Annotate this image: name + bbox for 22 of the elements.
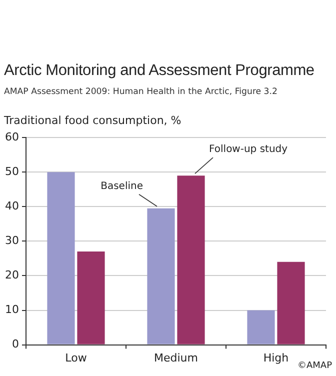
y-tick-label: 40: [4, 200, 19, 213]
bar: [277, 262, 305, 344]
text: Follow-up study: [209, 144, 288, 156]
bar: [77, 252, 105, 344]
y-tick-label: 20: [4, 268, 19, 282]
bar: [147, 208, 175, 344]
y-axis-title: Traditional food consumption, %: [4, 114, 182, 127]
chart-title: Arctic Monitoring and Assessment Programme: [4, 62, 314, 80]
series-label: Baseline: [100, 180, 143, 192]
bar: [47, 172, 75, 344]
y-tick-label: 50: [4, 164, 19, 178]
y-tick-label: 60: [4, 130, 19, 144]
bar: [177, 176, 205, 344]
bar: [247, 310, 275, 344]
y-tick-label: 10: [4, 303, 19, 316]
x-tick-label: High: [263, 351, 289, 364]
chart-subtitle: AMAP Assessment 2009: Human Health in the Arctic, Figure 3.2: [4, 87, 278, 97]
x-tick-label: Medium: [154, 351, 198, 364]
text: ©AMAP: [297, 361, 332, 371]
y-tick-label: 0: [12, 338, 19, 351]
x-tick-label: Low: [65, 351, 87, 364]
y-tick-label: 30: [4, 234, 19, 248]
